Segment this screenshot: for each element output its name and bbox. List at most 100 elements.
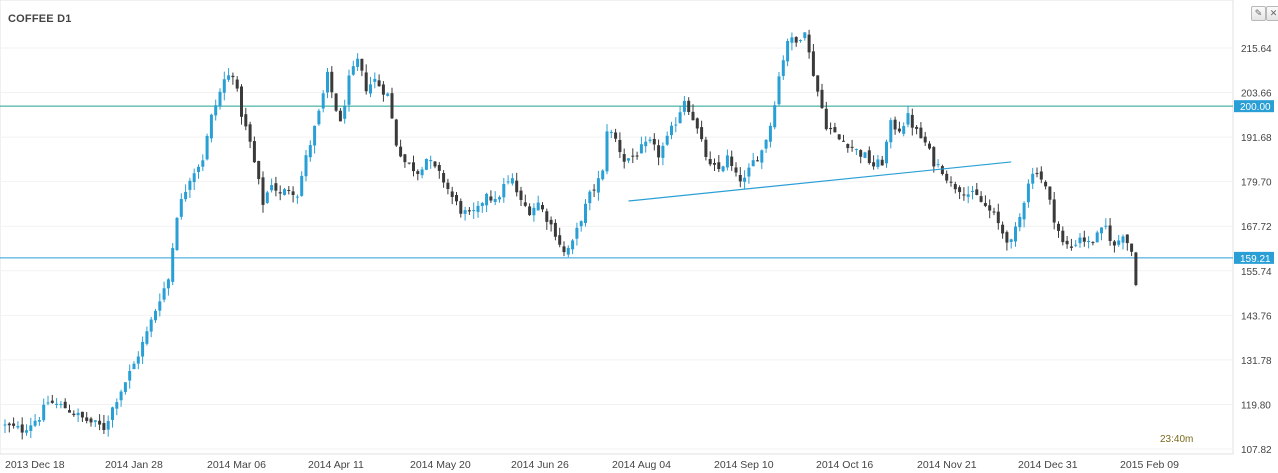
candle-body	[1121, 236, 1125, 243]
candle-body	[429, 159, 433, 162]
candle-body	[171, 248, 175, 282]
y-tick-label: 107.82	[1241, 445, 1272, 456]
candle-body	[145, 331, 149, 344]
candle-body	[369, 84, 372, 94]
candle-body	[493, 199, 497, 202]
candle-body	[756, 160, 759, 162]
chart-title: COFFEE D1	[8, 13, 72, 25]
plot-area	[0, 0, 1234, 455]
candle-body	[3, 424, 7, 426]
candle-body	[1018, 216, 1022, 228]
price-level-label: 200.00	[1240, 102, 1271, 113]
candle-body	[678, 112, 682, 124]
x-tick-label: 2014 Apr 11	[308, 459, 364, 471]
candle-body	[575, 227, 579, 239]
candle-body	[403, 154, 407, 163]
candle-body	[184, 191, 188, 200]
candle-body	[713, 162, 716, 165]
candle-body	[1022, 202, 1026, 220]
candle-body	[295, 196, 299, 198]
candle-body	[29, 425, 33, 431]
candle-body	[799, 40, 802, 42]
candle-body	[424, 158, 428, 170]
candle-body	[738, 175, 742, 182]
candle-body	[450, 191, 454, 197]
candle-body	[928, 143, 931, 149]
candle-body	[652, 138, 656, 145]
price-level-badge	[1234, 100, 1274, 113]
candle-body	[85, 417, 89, 421]
pencil-icon[interactable]: ✎	[1251, 6, 1266, 21]
candle-body	[979, 196, 983, 202]
candle-body	[1087, 240, 1091, 243]
candle-body	[467, 210, 471, 212]
x-tick-label: 2014 Oct 16	[816, 459, 873, 471]
candle-body	[657, 145, 661, 158]
candle-body	[824, 108, 828, 130]
candle-body	[283, 189, 286, 195]
candle-body	[992, 211, 996, 213]
x-tick-label: 2014 Mar 06	[207, 459, 266, 471]
candle-body	[885, 141, 888, 164]
candle-body	[489, 196, 493, 201]
candle-body	[670, 125, 673, 136]
candle-body	[553, 222, 557, 237]
candle-body	[700, 127, 704, 140]
y-tick-label: 167.72	[1241, 222, 1272, 233]
candle-body	[377, 80, 381, 87]
candle-body	[261, 177, 265, 205]
candle-body	[687, 100, 691, 113]
candle-body	[1026, 183, 1030, 203]
candle-body	[605, 131, 609, 172]
candle-body	[850, 146, 854, 148]
candle-body	[940, 166, 944, 175]
trendline-layer	[628, 161, 1012, 202]
candle-body	[588, 191, 592, 204]
candle-body	[953, 184, 957, 190]
y-tick-label: 155.74	[1241, 267, 1272, 278]
candle-body	[351, 66, 355, 75]
candle-body	[132, 363, 136, 370]
candle-body	[906, 113, 910, 125]
candle-body	[842, 140, 845, 142]
x-tick-label: 2014 Aug 04	[612, 459, 671, 471]
candle-body	[743, 177, 747, 182]
candle-body	[313, 125, 317, 146]
candle-body	[158, 301, 162, 311]
candle-body	[347, 75, 351, 105]
candle-body	[386, 93, 390, 96]
candle-body	[240, 86, 243, 117]
candle-body	[149, 319, 153, 332]
candle-body	[300, 175, 304, 196]
y-tick-label: 179.70	[1241, 178, 1272, 189]
candle-body	[936, 164, 940, 166]
y-tick-label: 191.68	[1241, 133, 1272, 144]
candle-body	[179, 199, 183, 217]
x-tick-label: 2014 Sep 10	[714, 459, 774, 471]
candle-body	[37, 420, 41, 422]
candle-body	[665, 135, 669, 145]
candle-body	[897, 128, 901, 132]
candle-body	[777, 76, 781, 105]
candle-body	[717, 162, 721, 170]
candle-body	[244, 114, 248, 127]
candle-body	[622, 154, 626, 162]
candle-body	[291, 191, 295, 196]
candle-body	[747, 167, 751, 177]
close-icon[interactable]: ✕	[1266, 6, 1278, 21]
candle-body	[945, 173, 949, 181]
candle-body	[7, 423, 11, 426]
candle-body	[102, 423, 106, 430]
candle-body	[115, 402, 119, 409]
candle-body	[317, 110, 321, 125]
candle-body	[274, 183, 278, 191]
price-level-badge	[1234, 251, 1274, 264]
candle-body	[360, 58, 364, 71]
candle-body	[523, 202, 527, 206]
bar-countdown: 23:40m	[1160, 434, 1194, 445]
time-axis: 2013 Dec 18 2014 Jan 28 2014 Mar 06 2014 Ap…	[5, 459, 1179, 471]
candle-body	[1039, 171, 1043, 180]
candle-body	[222, 79, 226, 93]
candle-body	[1014, 226, 1017, 242]
